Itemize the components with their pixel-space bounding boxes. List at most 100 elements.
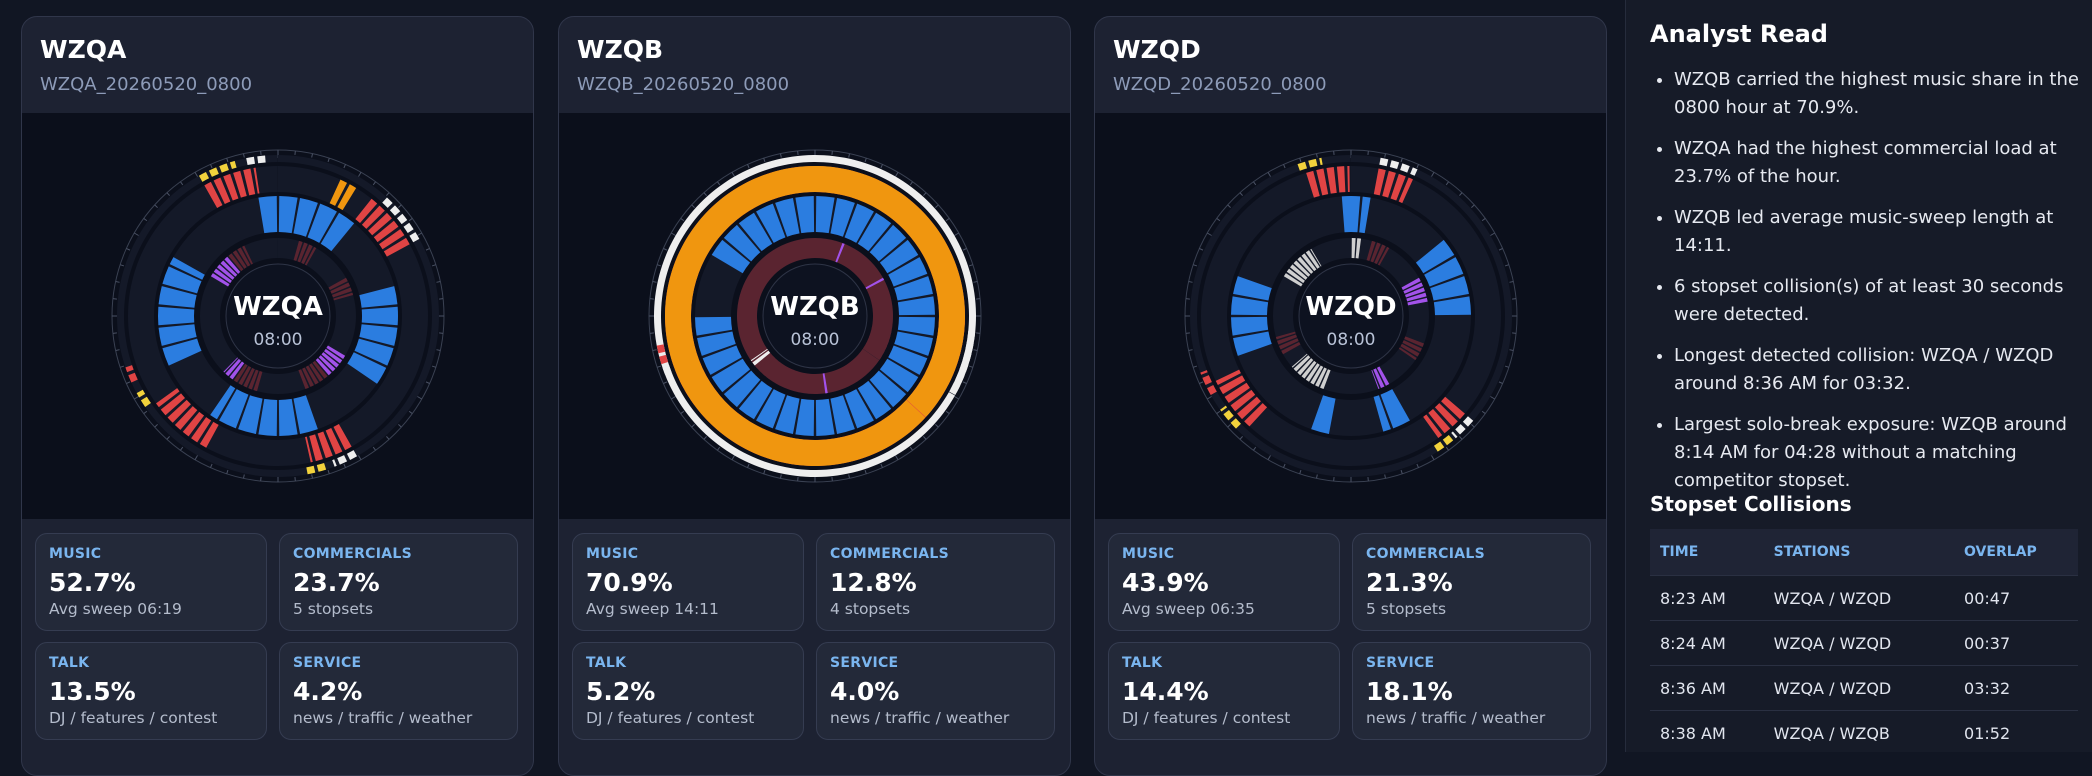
wheel-tick (1509, 281, 1513, 282)
wheel-tick (1505, 366, 1509, 367)
stat-label: TALK (586, 655, 790, 671)
wheel-tick (1300, 470, 1301, 474)
wheel-tick (849, 474, 850, 478)
wheel-tick (126, 248, 130, 250)
stat-label: COMMERCIALS (830, 546, 1041, 562)
wheel-tick (910, 447, 912, 450)
table-cell: WZQA / WZQD (1764, 666, 1954, 711)
wheel-tick (1401, 470, 1402, 474)
wheel-tick (865, 158, 866, 162)
stat-sub: Avg sweep 06:35 (1122, 600, 1326, 618)
center-label: WZQB (770, 292, 859, 322)
center-time: 08:00 (254, 330, 303, 350)
bullet: WZQB led average music-sweep length at 1… (1674, 204, 2092, 260)
stat-label: TALK (1122, 655, 1326, 671)
wheel-tick (1199, 248, 1203, 250)
wheel-tick (312, 154, 313, 158)
table-cell: 8:24 AM (1650, 621, 1764, 666)
table-cell: WZQA / WZQB (1764, 711, 1954, 756)
stat-sub: 4 stopsets (830, 600, 1041, 618)
wheel-tick (1499, 248, 1503, 250)
wheel-tick (1482, 218, 1485, 220)
stat-value: 13.5% (49, 677, 253, 706)
wheel-tick (426, 382, 430, 384)
stat-value: 12.8% (830, 568, 1041, 597)
wheel-tick (935, 424, 938, 427)
wheel-tick (935, 205, 938, 208)
wheel-tick (910, 182, 912, 185)
wheel-tick (764, 158, 765, 162)
wheel-tick (747, 464, 749, 468)
wheel-tick (180, 182, 182, 185)
wheel-tick (1193, 265, 1197, 266)
bullet: Longest detected collision: WZQA / WZQD … (1674, 342, 2092, 398)
wheel-tick (126, 382, 130, 384)
wheel-tick (1417, 464, 1419, 468)
wheel-tick (436, 281, 440, 282)
wheel-tick (1189, 281, 1193, 282)
wheel-tick (436, 350, 440, 351)
wheel-tick (426, 248, 430, 250)
stat-sub: 5 stopsets (293, 600, 504, 618)
wheel-tick (1499, 382, 1503, 384)
wheel-tick (155, 205, 158, 208)
wheel-tick (1253, 447, 1255, 450)
wheel-tick (1417, 164, 1419, 168)
wheel-tick (1385, 154, 1386, 158)
stat-label: MUSIC (1122, 546, 1326, 562)
wheel-tick (1283, 164, 1285, 168)
stat-sub: DJ / features / contest (49, 709, 253, 727)
stat-sub: news / traffic / weather (1366, 709, 1577, 727)
segment (1379, 158, 1388, 166)
wheel-tick (969, 366, 973, 367)
wheel-tick (1385, 474, 1386, 478)
stat-label: COMMERCIALS (1366, 546, 1577, 562)
segment (306, 466, 315, 474)
segment (657, 344, 665, 353)
wheel-tick (963, 382, 967, 384)
wheel-tick (653, 281, 657, 282)
wheel-tick (1505, 265, 1509, 266)
wheel-tick (227, 470, 228, 474)
wheel-tick (398, 205, 401, 208)
table-cell: 00:47 (1954, 576, 2078, 621)
wheel-tick (865, 470, 866, 474)
table-cell: 8:38 AM (1650, 711, 1764, 756)
stat-value: 18.1% (1366, 677, 1577, 706)
wheel-tick (657, 265, 661, 266)
wheel-tick (657, 366, 661, 367)
bullet-list: WZQB carried the highest music share in … (1650, 66, 2092, 508)
wheel-tick (167, 436, 170, 439)
center-label: WZQD (1305, 292, 1396, 322)
stat-sub: 5 stopsets (1366, 600, 1577, 618)
wheel-tick (1199, 382, 1203, 384)
table-cell: WZQA / WZQD (1764, 576, 1954, 621)
wheel-tick (704, 193, 707, 196)
wheel-tick (344, 164, 346, 168)
bullet: 6 stopset collision(s) of at least 30 se… (1674, 273, 2092, 329)
segment (257, 156, 265, 164)
stat-value: 4.2% (293, 677, 504, 706)
wheel-tick (167, 193, 170, 196)
wheel-tick (409, 218, 412, 220)
wheel-tick (1459, 193, 1462, 196)
stat-tile: COMMERCIALS 12.8% 4 stopsets (816, 533, 1055, 631)
segment (1342, 196, 1360, 232)
wheel-tick (328, 470, 329, 474)
wheel-tick (717, 447, 719, 450)
wheel-tick (1482, 411, 1485, 413)
